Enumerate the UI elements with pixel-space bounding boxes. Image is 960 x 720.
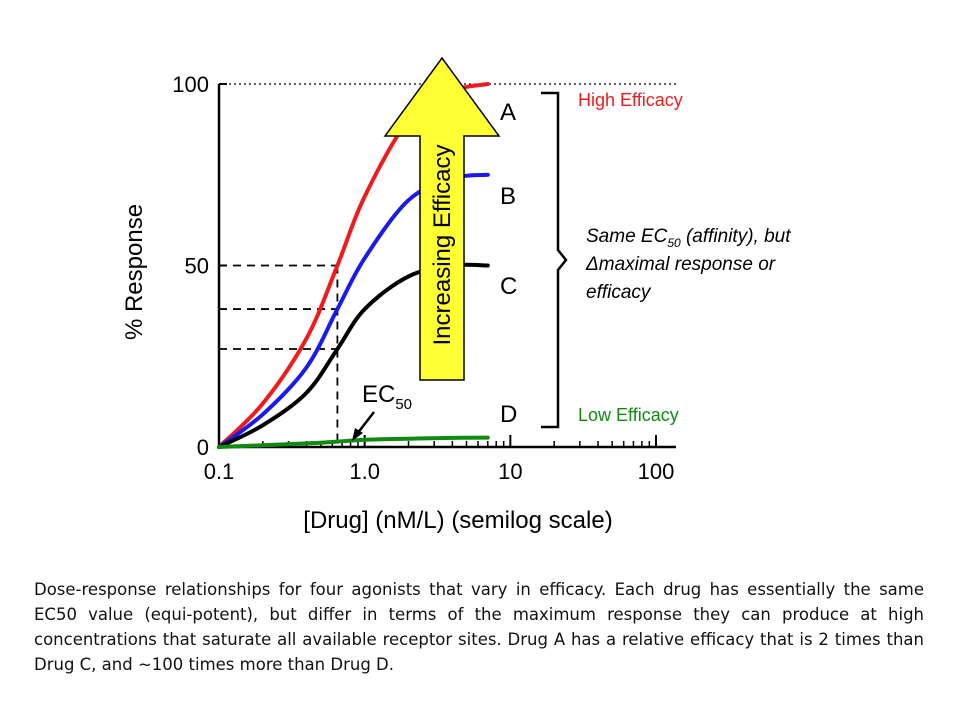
high-efficacy-label: High Efficacy (578, 90, 683, 110)
x-tick-label-3: 100 (638, 459, 675, 484)
y-tick-label-2: 100 (172, 72, 209, 97)
series-label-d: D (500, 401, 517, 428)
same-ec50-line1: Same EC50 (affinity), but (586, 226, 791, 250)
series-label-b: B (500, 183, 516, 210)
series-label-a: A (500, 99, 516, 126)
figure-caption: Dose-response relationships for four ago… (34, 580, 924, 674)
y-axis-label: % Response (121, 204, 148, 340)
ec50-label: EC50 (362, 381, 412, 413)
low-efficacy-label: Low Efficacy (578, 405, 679, 425)
arrow-label: Increasing Efficacy (429, 145, 456, 346)
bracket (541, 91, 568, 429)
x-axis-label: [Drug] (nM/L) (semilog scale) (303, 507, 612, 534)
y-tick-label-0: 0 (197, 435, 209, 460)
same-ec50-line3: efficacy (586, 282, 652, 303)
y-tick-label-1: 50 (185, 254, 209, 279)
x-tick-label-2: 10 (498, 459, 522, 484)
dose-response-chart: 0.1 1.0 10 100 0 50 100 Increasing Efficacy % … (121, 56, 791, 534)
series-label-c: C (500, 273, 517, 300)
x-tick-label-0: 0.1 (204, 459, 235, 484)
x-tick-label-1: 1.0 (349, 459, 380, 484)
same-ec50-line2: Δmaximal response or (585, 254, 776, 275)
ec50-pointer-arrow (356, 411, 375, 435)
series-line-d (217, 435, 490, 449)
ec50-pointer-head (352, 428, 363, 441)
increasing-efficacy-arrow (383, 56, 501, 381)
